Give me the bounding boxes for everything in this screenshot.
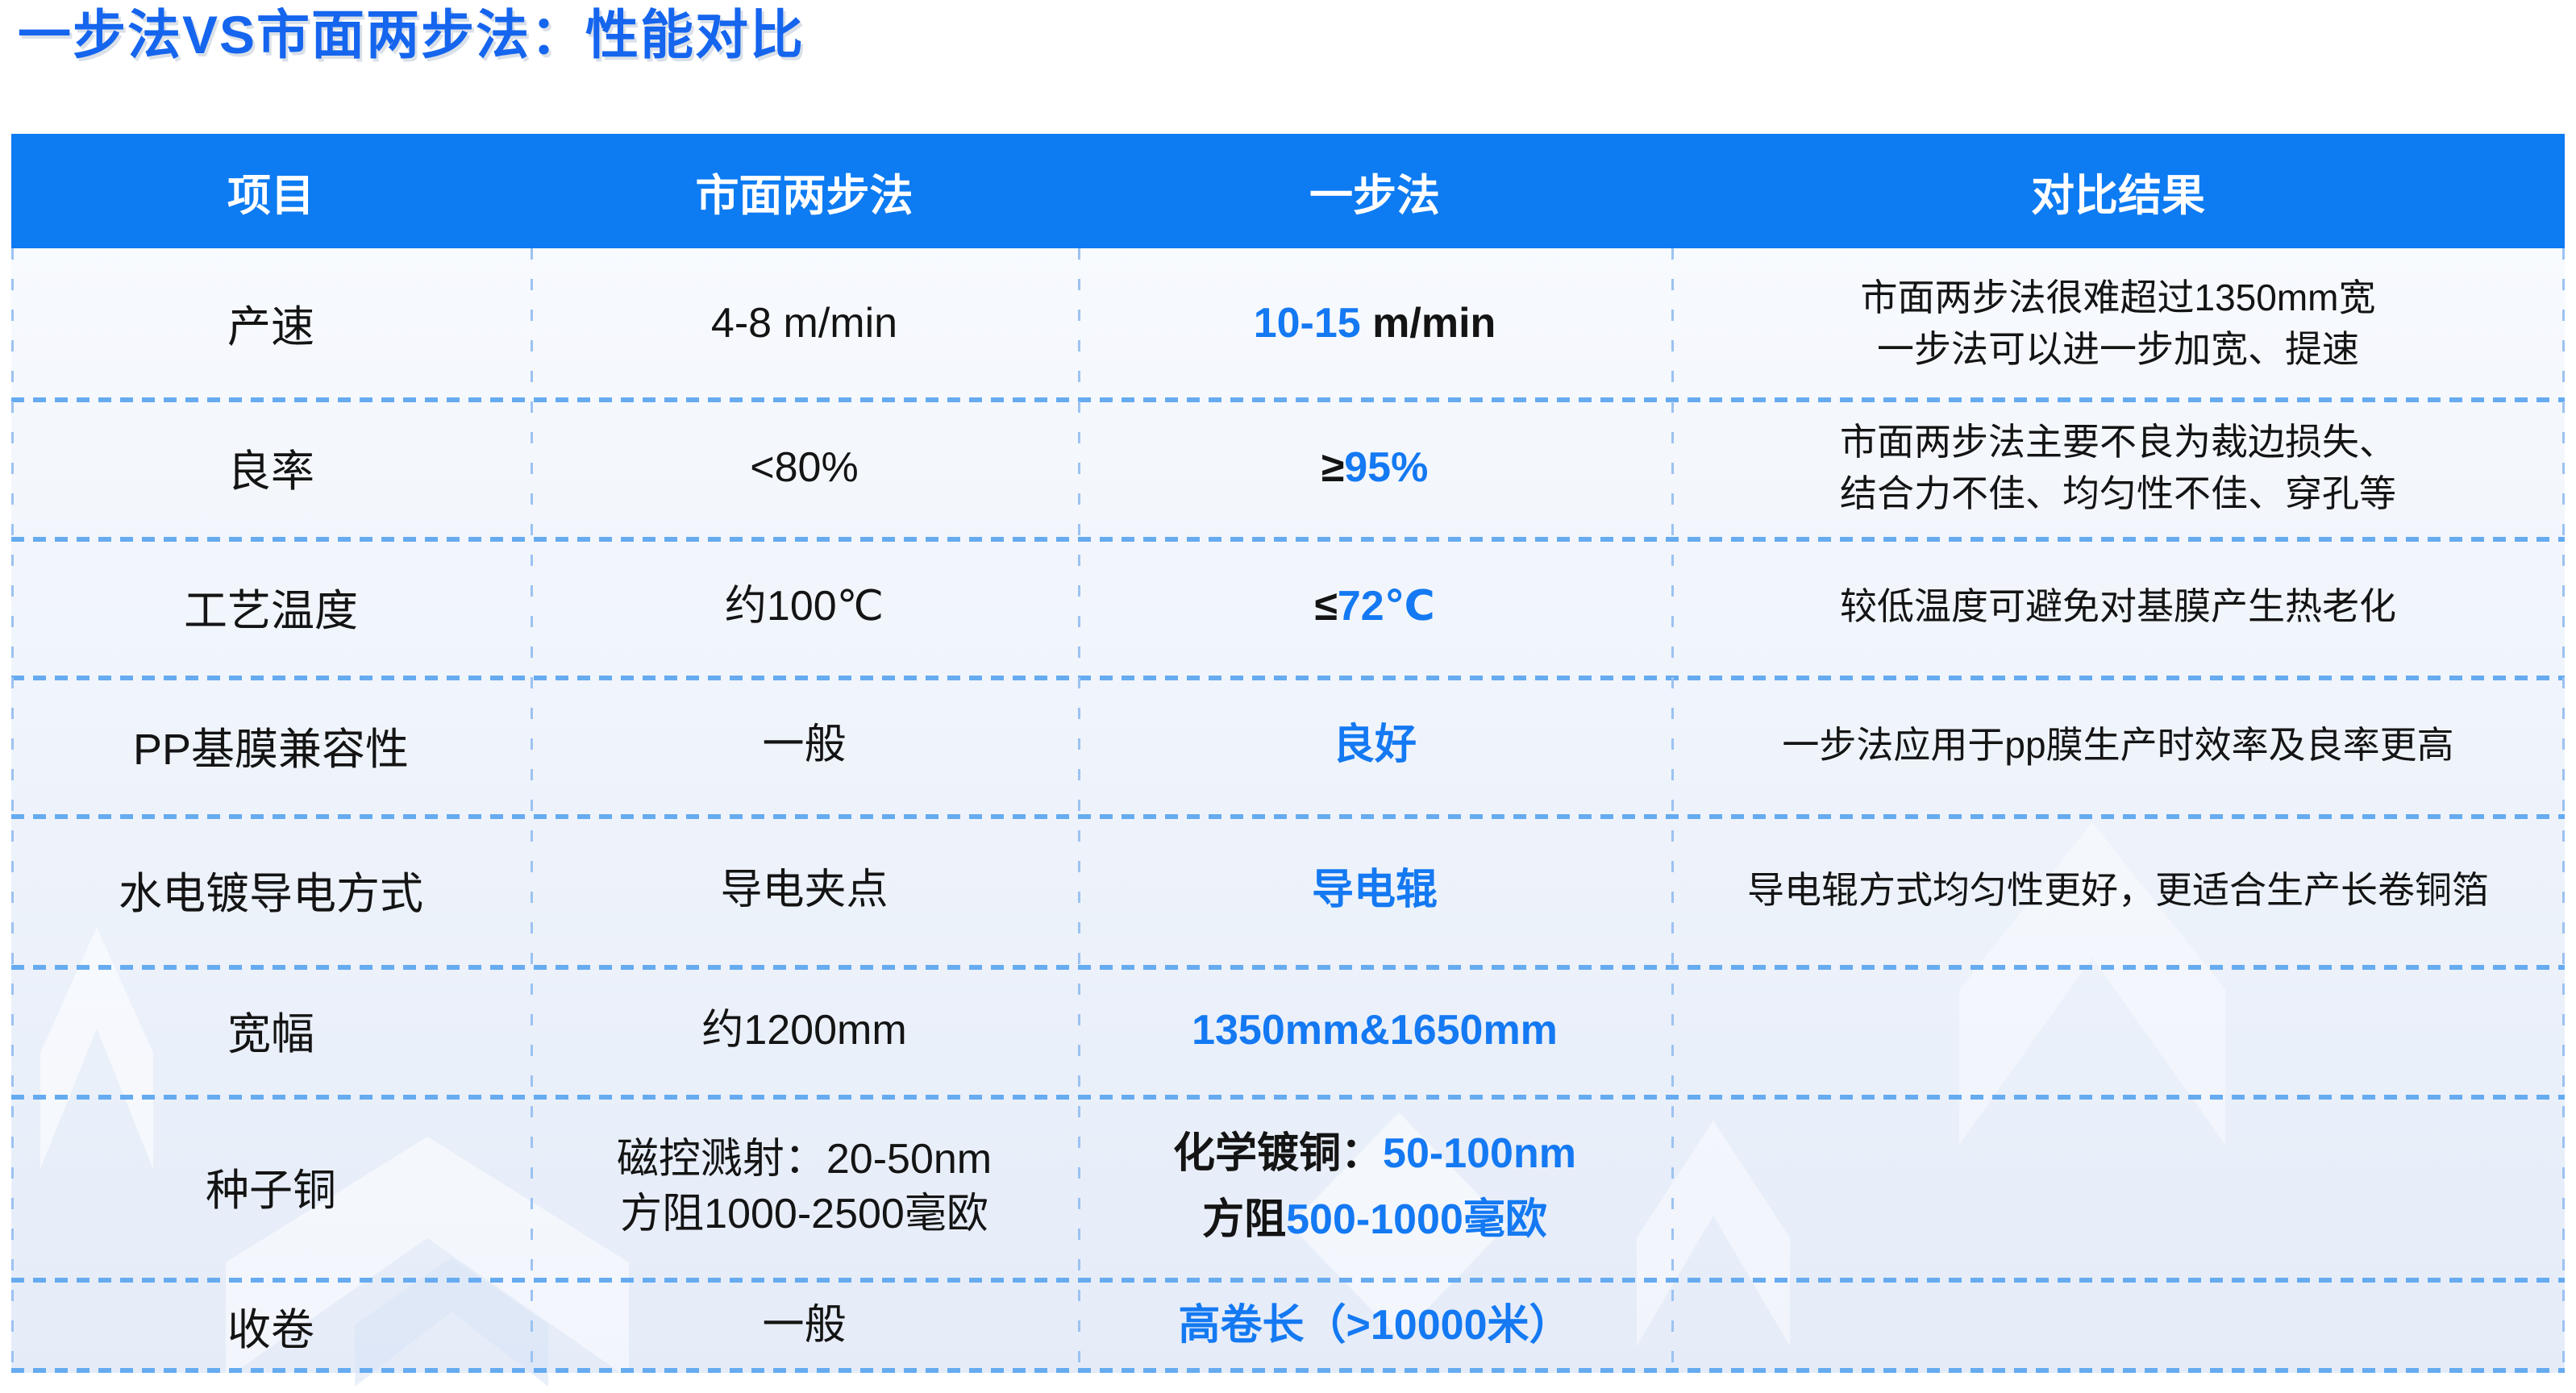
row-divider xyxy=(11,676,2565,680)
comparison-table: 项目 市面两步法 一步法 对比结果 产速 4-8 m/min 10-15 m/m… xyxy=(11,134,2565,1373)
cell-result: 导电辊方式均匀性更好，更适合生产长卷铜箔 xyxy=(1671,814,2565,965)
cell-result: 较低温度可避免对基膜产生热老化 xyxy=(1671,537,2565,676)
cell-two-step: <80% xyxy=(531,397,1078,537)
column-divider xyxy=(1671,248,1674,1373)
row-divider xyxy=(11,1278,2565,1283)
cell-result: 市面两步法很难超过1350mm宽 一步法可以进一步加宽、提速 xyxy=(1671,248,2565,397)
value-line: 化学镀铜：50-100nm xyxy=(1173,1129,1576,1177)
value-line: 导电夹点 xyxy=(720,866,888,913)
cell-item: 宽幅 xyxy=(227,1010,314,1058)
cell-two-step: 4-8 m/min xyxy=(531,248,1078,397)
cell-result xyxy=(1671,1095,2565,1278)
cell-one-step: ≥95% xyxy=(1078,397,1671,537)
cell-two-step: 约1200mm xyxy=(531,965,1078,1095)
cell-result xyxy=(1671,965,2565,1095)
value-line: 方阻500-1000毫欧 xyxy=(1202,1195,1547,1243)
row-divider xyxy=(11,397,2565,402)
cell-two-step: 导电夹点 xyxy=(531,814,1078,965)
result-line: 结合力不佳、均匀性不佳、穿孔等 xyxy=(1840,472,2396,514)
value-line: 良好 xyxy=(1332,721,1417,768)
row-divider xyxy=(11,1095,2565,1100)
cell-one-step: 10-15 m/min xyxy=(1078,248,1671,397)
result-line: 一步法应用于pp膜生产时效率及良率更高 xyxy=(1782,724,2454,766)
cell-one-step: 导电辊 xyxy=(1078,814,1671,965)
cell-result: 市面两步法主要不良为裁边损失、 结合力不佳、均匀性不佳、穿孔等 xyxy=(1671,397,2565,537)
table-left-border xyxy=(11,248,14,1373)
value-line: 1350mm&1650mm xyxy=(1192,1006,1558,1054)
result-line: 导电辊方式均匀性更好，更适合生产长卷铜箔 xyxy=(1747,868,2489,911)
cell-one-step: 良好 xyxy=(1078,676,1671,814)
row-divider xyxy=(11,814,2565,819)
value-line: 一般 xyxy=(762,721,847,768)
result-line: 较低温度可避免对基膜产生热老化 xyxy=(1840,585,2396,627)
table-bottom-border xyxy=(11,1368,2565,1373)
value-line: 高卷长（>10000米） xyxy=(1178,1302,1571,1349)
cell-item: 良率 xyxy=(227,447,314,496)
header-item: 项目 xyxy=(11,134,531,248)
value-line: 一般 xyxy=(762,1302,847,1349)
value-line: 10-15 m/min xyxy=(1253,299,1496,347)
result-line: 市面两步法很难超过1350mm宽 xyxy=(1860,276,2376,318)
page-title: 一步法VS市面两步法：性能对比 xyxy=(18,5,805,64)
cell-result: 一步法应用于pp膜生产时效率及良率更高 xyxy=(1671,676,2565,814)
table-right-border xyxy=(2562,248,2565,1373)
result-line: 一步法可以进一步加宽、提速 xyxy=(1877,327,2359,370)
value-line: 4-8 m/min xyxy=(710,299,898,347)
value-line: ≥95% xyxy=(1321,443,1429,491)
value-line: 磁控溅射：20-50nm xyxy=(616,1135,993,1183)
cell-two-step: 一般 xyxy=(531,676,1078,814)
cell-one-step: 高卷长（>10000米） xyxy=(1078,1278,1671,1373)
cell-two-step: 约100℃ xyxy=(531,537,1078,676)
header-result: 对比结果 xyxy=(1671,134,2565,248)
column-divider xyxy=(531,248,533,1373)
cell-item: 工艺温度 xyxy=(184,586,358,635)
value-line: 约1200mm xyxy=(701,1006,907,1054)
value-line: 约100℃ xyxy=(724,583,884,630)
value-line: ≤72℃ xyxy=(1314,583,1435,630)
value-line: 导电辊 xyxy=(1311,866,1438,913)
result-line: 市面两步法主要不良为裁边损失、 xyxy=(1840,420,2396,463)
cell-item: PP基膜兼容性 xyxy=(132,725,410,774)
cell-one-step: 1350mm&1650mm xyxy=(1078,965,1671,1095)
row-divider xyxy=(11,965,2565,970)
cell-item: 产速 xyxy=(227,303,314,351)
table-grid: 项目 市面两步法 一步法 对比结果 产速 4-8 m/min 10-15 m/m… xyxy=(11,134,2565,1373)
header-two-step: 市面两步法 xyxy=(531,134,1078,248)
header-one-step: 一步法 xyxy=(1078,134,1671,248)
cell-two-step: 一般 xyxy=(531,1278,1078,1373)
cell-item: 种子铜 xyxy=(206,1166,336,1215)
cell-item: 收卷 xyxy=(227,1305,314,1354)
value-line: 方阻1000-2500毫欧 xyxy=(620,1190,988,1237)
cell-result xyxy=(1671,1278,2565,1373)
column-divider xyxy=(1078,248,1080,1373)
cell-one-step: 化学镀铜：50-100nm 方阻500-1000毫欧 xyxy=(1078,1095,1671,1278)
row-divider xyxy=(11,537,2565,542)
value-line: <80% xyxy=(750,443,859,491)
cell-item: 水电镀导电方式 xyxy=(119,870,423,918)
cell-one-step: ≤72℃ xyxy=(1078,537,1671,676)
cell-two-step: 磁控溅射：20-50nm 方阻1000-2500毫欧 xyxy=(531,1095,1078,1278)
